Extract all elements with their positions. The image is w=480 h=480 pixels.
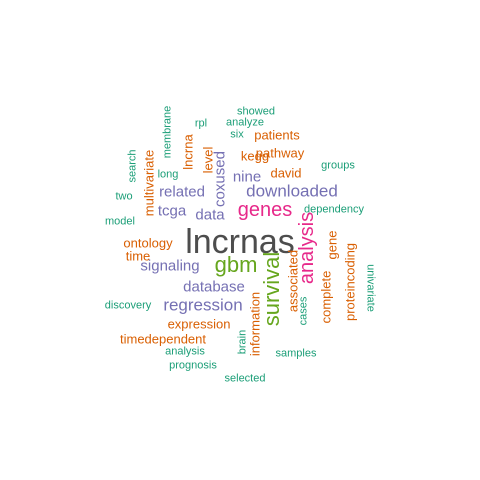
- word-discovery-42: discovery: [104, 299, 152, 312]
- word-showed-30: showed: [237, 105, 275, 118]
- word-kegg-20: kegg: [240, 148, 270, 164]
- word-analysis-46: analysis: [165, 345, 205, 358]
- word-groups-37: groups: [321, 159, 355, 172]
- word-tcga-12: tcga: [157, 202, 187, 220]
- word-time-17: time: [125, 248, 151, 264]
- word-david-21: david: [270, 165, 302, 181]
- word-membrane-34: membrane: [161, 105, 174, 159]
- word-two-38: two: [115, 190, 133, 203]
- word-expression-14: expression: [167, 316, 231, 332]
- word-brain-44: brain: [236, 329, 249, 355]
- word-survival-4: survival: [259, 251, 284, 327]
- word-gbm-3: gbm: [214, 252, 258, 277]
- word-related-9: related: [159, 183, 205, 201]
- word-analyze-31: analyze: [226, 116, 264, 129]
- word-dependency-39: dependency: [304, 203, 364, 216]
- word-signaling-8: signaling: [140, 257, 200, 275]
- word-downloaded-5: downloaded: [246, 181, 338, 201]
- word-level-22: level: [200, 146, 216, 174]
- word-six-33: six: [230, 128, 244, 141]
- word-lncrna-23: lncrna: [180, 134, 196, 170]
- word-complete-26: complete: [318, 270, 334, 324]
- word-timedependent-15: timedependent: [119, 331, 207, 347]
- word-database-7: database: [183, 278, 245, 296]
- word-gene-25: gene: [324, 230, 340, 260]
- word-lncrnas-0: lncrnas: [185, 223, 295, 261]
- word-genes-1: genes: [237, 199, 293, 221]
- word-rpl-32: rpl: [194, 117, 208, 130]
- word-samples-45: samples: [275, 347, 317, 360]
- word-patients-18: patients: [254, 127, 300, 143]
- word-univariate-41: univariate: [364, 264, 377, 312]
- word-regression-6: regression: [163, 295, 243, 315]
- word-proteincoding-27: proteincoding: [342, 242, 358, 322]
- word-cases-43: cases: [297, 296, 310, 326]
- word-multivariate-24: multivariate: [141, 149, 157, 217]
- word-data-13: data: [195, 206, 225, 224]
- word-search-35: search: [126, 149, 139, 183]
- word-information-28: information: [247, 291, 263, 357]
- word-model-40: model: [105, 215, 135, 228]
- word-selected-48: selected: [224, 372, 266, 385]
- word-prognosis-47: prognosis: [169, 359, 217, 372]
- word-nine-11: nine: [232, 168, 262, 186]
- word-ontology-16: ontology: [123, 235, 173, 251]
- word-pathway-19: pathway: [255, 145, 305, 161]
- word-long-36: long: [157, 168, 179, 181]
